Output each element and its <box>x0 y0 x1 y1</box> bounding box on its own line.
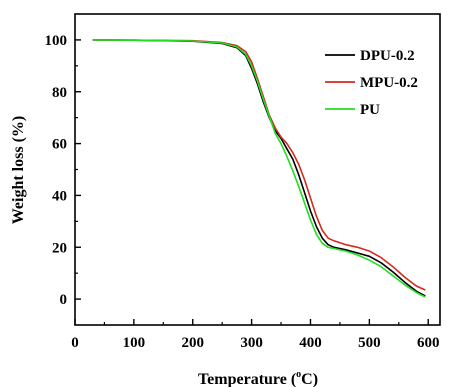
y-axis-title: Weight loss (%) <box>10 116 27 224</box>
plot-lines <box>92 39 426 298</box>
legend: DPU-0.2 MPU-0.2 PU <box>325 48 418 118</box>
x-axis-title-superscript: o <box>296 369 301 380</box>
legend-label: DPU-0.2 <box>360 48 415 64</box>
x-axis-title-prefix: Temperature ( <box>198 371 296 387</box>
y-axis-ticks: 0 20 40 60 80 100 <box>45 33 81 308</box>
x-tick-label: 600 <box>417 335 440 351</box>
y-tick-label: 0 <box>60 292 68 308</box>
y-tick-label: 100 <box>45 33 68 49</box>
x-axis-ticks: 0 100 200 300 400 500 600 <box>71 319 439 351</box>
x-tick-label: 400 <box>299 335 322 351</box>
y-tick-label: 20 <box>52 240 67 256</box>
x-tick-label: 200 <box>181 335 204 351</box>
series-line-pu <box>92 39 426 298</box>
x-axis-title-suffix: C) <box>301 371 318 387</box>
x-tick-label: 300 <box>240 335 263 351</box>
x-tick-label: 0 <box>71 335 79 351</box>
series-line-mpu-0-2 <box>92 39 426 291</box>
x-tick-label: 100 <box>123 335 146 351</box>
legend-label: PU <box>360 102 380 118</box>
legend-label: MPU-0.2 <box>360 75 418 91</box>
y-tick-label: 80 <box>52 85 67 101</box>
x-tick-label: 500 <box>358 335 381 351</box>
y-tick-label: 60 <box>52 137 67 153</box>
y-tick-label: 40 <box>52 188 67 204</box>
x-axis-title: Temperature (oC) <box>198 369 318 387</box>
series-line-dpu-0-2 <box>92 39 426 297</box>
